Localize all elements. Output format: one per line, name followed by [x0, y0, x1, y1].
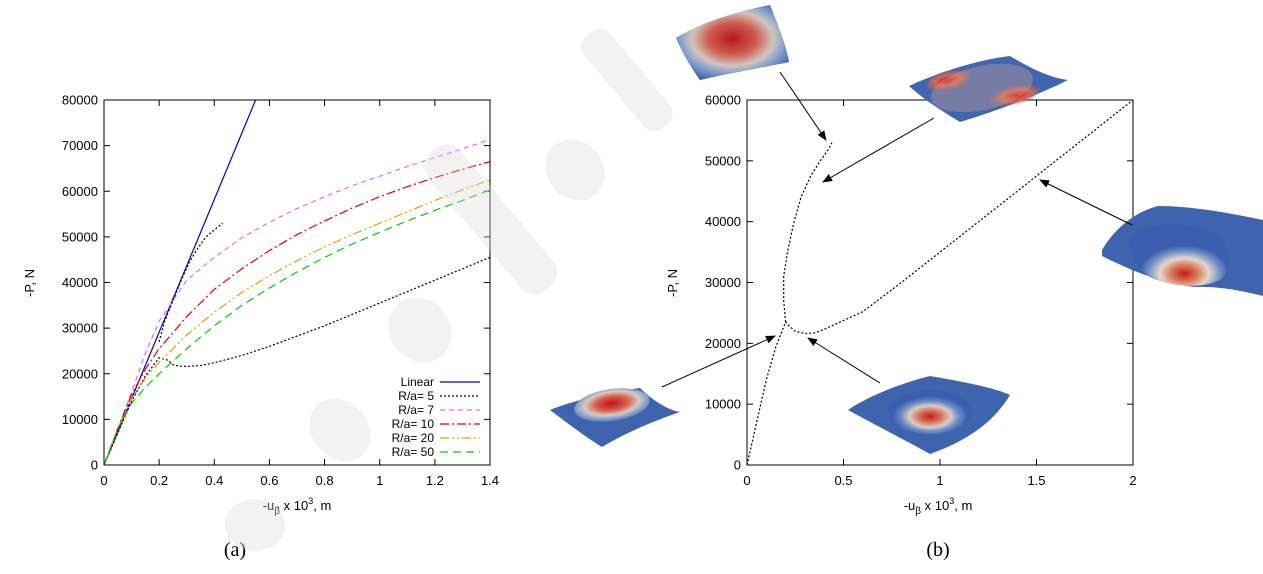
panel-b-x-tick-label: 0 — [743, 473, 750, 488]
panel-b-y-tick-label: 10000 — [705, 397, 741, 412]
panel-a-series — [104, 100, 490, 465]
panel-b-y-axis-label: -P, N — [665, 269, 680, 297]
panel-a-x-tick-label: 1.4 — [481, 473, 499, 488]
panel-a-y-tick-label: 20000 — [62, 366, 98, 381]
panel-b-y-ticks: 0 10000 20000 30000 40000 50000 60000 — [705, 93, 1133, 473]
plate-inset-top-right — [909, 56, 1068, 122]
panel-b-y-tick-label: 20000 — [705, 336, 741, 351]
panel-b-x-tick-label: 1.5 — [1027, 473, 1045, 488]
panel-a-x-axis-label: -uβ x 103, m — [263, 496, 332, 517]
panel-b-series-r-a-5-upper-branch — [783, 142, 833, 323]
panel-a-x-tick-label: 0.8 — [316, 473, 334, 488]
panel-b-y-tick-label: 60000 — [705, 93, 741, 108]
panel-a-series-r-a-20 — [104, 179, 490, 465]
panel-a-y-tick-label: 0 — [91, 458, 98, 473]
panel-a-y-ticks: 0 10000 20000 30000 40000 50000 60000 70000 8000… — [62, 93, 490, 473]
panel-a-caption: (a) — [224, 539, 246, 561]
legend-label-r-a-7: R/a= 7 — [398, 403, 434, 417]
arrow-to-lower-limit — [661, 335, 776, 388]
annotation-arrows — [661, 71, 1133, 388]
panel-b-chart: 0 0.5 1 1.5 2 0 10000 20000 30000 40000 50000 6000… — [550, 5, 1263, 561]
panel-b-y-tick-label: 50000 — [705, 153, 741, 168]
panel-a-x-tick-label: 0 — [100, 473, 107, 488]
panel-b-x-tick-label: 1 — [936, 473, 943, 488]
legend-label-r-a-10: R/a= 10 — [392, 417, 435, 431]
panel-a-series-linear — [104, 100, 257, 465]
plate-inset-left — [550, 388, 680, 447]
arrow-to-upper-tip — [779, 71, 827, 141]
panel-a-x-tick-label: 1.2 — [426, 473, 444, 488]
plate-inset-bottom — [848, 376, 1010, 454]
panel-a-series-r-a-5-upper-branch — [158, 222, 223, 342]
arrow-to-branch-knee — [822, 117, 935, 183]
panel-b-x-tick-label: 0.5 — [834, 473, 852, 488]
panel-a-x-tick-label: 0.6 — [260, 473, 278, 488]
panel-a-plot-frame — [103, 99, 491, 466]
arrow-to-turning-point — [807, 337, 881, 384]
panel-a-series-r-a-50 — [104, 189, 490, 465]
panel-b-y-tick-label: 40000 — [705, 214, 741, 229]
panel-a-y-tick-label: 50000 — [62, 229, 98, 244]
panel-a-y-tick-label: 40000 — [62, 275, 98, 290]
legend-label-linear: Linear — [401, 375, 434, 389]
panel-a-series-r-a-7 — [104, 139, 490, 465]
panel-a-y-tick-label: 30000 — [62, 321, 98, 336]
panel-a-x-tick-label: 0.4 — [205, 473, 223, 488]
panel-b-y-tick-label: 30000 — [705, 275, 741, 290]
panel-a-chart: 0 0.2 0.4 0.6 0.8 1 1.2 1.4 0 10000 20000 30000 400… — [22, 93, 499, 562]
panel-b-x-tick-label: 2 — [1129, 473, 1136, 488]
panel-a-x-tick-label: 0.2 — [150, 473, 168, 488]
plate-inset-right — [1102, 206, 1263, 296]
panel-b-y-tick-label: 0 — [734, 458, 741, 473]
panel-a-x-tick-label: 1 — [376, 473, 383, 488]
panel-a-y-tick-label: 10000 — [62, 412, 98, 427]
panel-a-y-tick-label: 80000 — [62, 93, 98, 108]
panel-a-x-ticks: 0 0.2 0.4 0.6 0.8 1 1.2 1.4 — [100, 100, 499, 488]
panel-a-series-r-a-10 — [104, 161, 490, 465]
panel-b-series-r-a-5 — [747, 100, 1133, 465]
panel-a-y-tick-label: 60000 — [62, 184, 98, 199]
panel-a-y-axis-label: -P, N — [22, 269, 37, 297]
legend-label-r-a-5: R/a= 5 — [398, 389, 434, 403]
panel-a-y-tick-label: 70000 — [62, 138, 98, 153]
panel-b-caption: (b) — [926, 539, 949, 561]
legend-label-r-a-50: R/a= 50 — [392, 445, 435, 459]
legend-label-r-a-20: R/a= 20 — [392, 431, 435, 445]
arrow-to-right-branch — [1039, 179, 1133, 226]
plate-inset-top-left — [676, 5, 789, 80]
panel-b-series — [747, 100, 1133, 465]
panel-b-x-axis-label: -uβ x 103, m — [904, 496, 973, 517]
